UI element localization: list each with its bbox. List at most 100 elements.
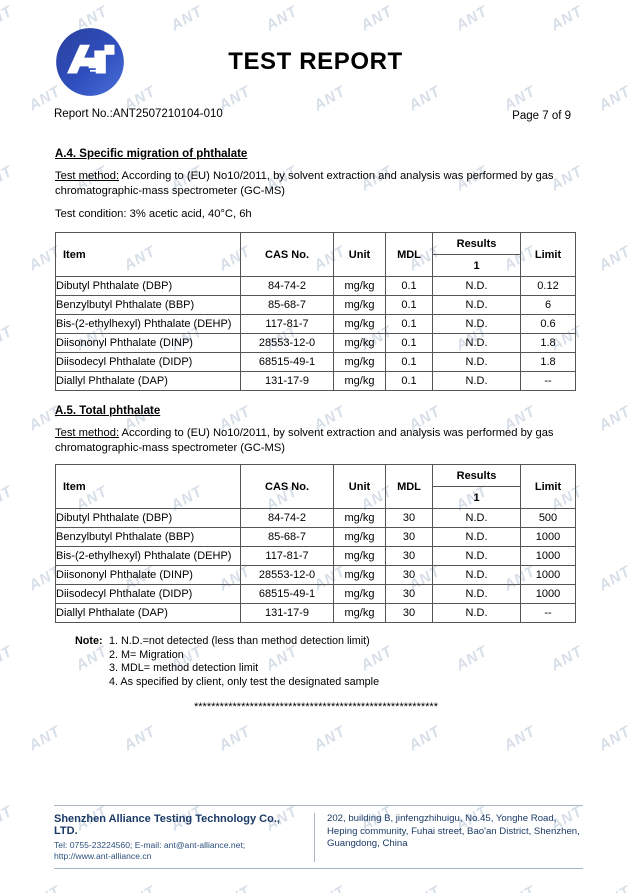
method-label: Test method:: [55, 427, 120, 439]
company-name: Shenzhen Alliance Testing Technology Co.…: [54, 813, 280, 837]
notes-block: Note: 1. N.D.=not detected (less than me…: [55, 635, 577, 689]
cell-item: Bis-(2-ethylhexyl) Phthalate (DEHP): [55, 314, 241, 334]
cell-mdl: 30: [385, 508, 433, 528]
method-text: According to (EU) No10/2011, by solvent …: [55, 170, 554, 197]
th-results: Results: [432, 232, 521, 255]
report-number: Report No.:ANT2507210104-010: [54, 108, 223, 120]
cell-unit: mg/kg: [333, 584, 386, 604]
watermark-text: ANT: [311, 722, 349, 755]
cell-unit: mg/kg: [333, 333, 386, 353]
cell-result: N.D.: [432, 333, 521, 353]
company-website[interactable]: http://www.ant-alliance.cn: [54, 851, 152, 861]
note-item: 2. M= Migration: [109, 648, 184, 661]
th-cas: CAS No.: [240, 464, 334, 509]
cell-limit: 0.6: [520, 314, 576, 334]
cell-item: Benzylbutyl Phthalate (BBP): [55, 527, 241, 547]
method-label: Test method:: [55, 170, 120, 182]
cell-item: Dibutyl Phthalate (DBP): [55, 276, 241, 296]
table-row: Dibutyl Phthalate (DBP) 84-74-2 mg/kg 0.1 N.…: [55, 276, 576, 296]
cell-item: Diisodecyl Phthalate (DIDP): [55, 584, 241, 604]
th-item: Item: [55, 232, 241, 277]
note-item: 4. As specified by client, only test the…: [109, 675, 380, 688]
section-a5: A.5. Total phthalate Test method: Accord…: [55, 405, 577, 623]
section-a4-title: A.4. Specific migration of phthalate: [55, 148, 248, 160]
report-body: A.4. Specific migration of phthalate Tes…: [0, 148, 631, 713]
watermark-text: ANT: [26, 722, 64, 755]
cell-mdl: 30: [385, 546, 433, 566]
watermark-text: ANT: [501, 883, 539, 893]
note-item: 3. MDL= method detection limit: [109, 662, 259, 675]
cell-limit: 1.8: [520, 333, 576, 353]
cell-cas: 68515-49-1: [240, 352, 334, 372]
cell-result: N.D.: [432, 295, 521, 315]
total-phthalate-table: Item CAS No. Unit MDL Results Limit 1 Di…: [55, 464, 576, 623]
watermark-text: ANT: [0, 802, 16, 835]
section-a5-method: Test method: According to (EU) No10/2011…: [55, 426, 577, 456]
th-results: Results: [432, 464, 521, 487]
cell-unit: mg/kg: [333, 371, 386, 391]
table-row: Benzylbutyl Phthalate (BBP) 85-68-7 mg/kg 0…: [55, 295, 576, 315]
th-item: Item: [55, 464, 241, 509]
cell-cas: 68515-49-1: [240, 584, 334, 604]
watermark-text: ANT: [311, 883, 349, 893]
cell-mdl: 30: [385, 603, 433, 623]
cell-limit: 1000: [520, 584, 576, 604]
th-unit: Unit: [333, 464, 386, 509]
ant-alliance-logo-icon: [54, 26, 126, 98]
cell-cas: 131-17-9: [240, 371, 334, 391]
cell-mdl: 0.1: [385, 314, 433, 334]
cell-limit: --: [520, 603, 576, 623]
table-row: Diisononyl Phthalate (DINP) 28553-12-0 mg/…: [55, 565, 576, 585]
th-unit: Unit: [333, 232, 386, 277]
cell-cas: 28553-12-0: [240, 565, 334, 585]
footer-top-rule: [54, 805, 583, 806]
cell-result: N.D.: [432, 565, 521, 585]
cell-limit: 1000: [520, 565, 576, 585]
cell-mdl: 0.1: [385, 276, 433, 296]
cell-mdl: 30: [385, 565, 433, 585]
cell-result: N.D.: [432, 352, 521, 372]
cell-mdl: 0.1: [385, 333, 433, 353]
watermark-text: ANT: [596, 722, 631, 755]
page-title: TEST REPORT: [228, 48, 403, 75]
table-row: Diisodecyl Phthalate (DIDP) 68515-49-1 mg/…: [55, 584, 576, 604]
th-limit: Limit: [520, 464, 576, 509]
cell-cas: 117-81-7: [240, 546, 334, 566]
notes-list: 1. N.D.=not detected (less than method d…: [109, 635, 379, 689]
watermark-text: ANT: [121, 883, 159, 893]
th-cas: CAS No.: [240, 232, 334, 277]
cell-limit: 1000: [520, 546, 576, 566]
section-a4: A.4. Specific migration of phthalate Tes…: [55, 148, 577, 391]
cell-cas: 84-74-2: [240, 508, 334, 528]
cell-unit: mg/kg: [333, 295, 386, 315]
table-body-a5: Dibutyl Phthalate (DBP) 84-74-2 mg/kg 30 N.D…: [55, 508, 576, 623]
cell-mdl: 0.1: [385, 295, 433, 315]
cell-result: N.D.: [432, 546, 521, 566]
cell-mdl: 30: [385, 584, 433, 604]
notes-label: Note:: [75, 635, 103, 647]
cell-result: N.D.: [432, 314, 521, 334]
note-item: 1. N.D.=not detected (less than method d…: [109, 635, 370, 647]
cell-result: N.D.: [432, 603, 521, 623]
cell-item: Diisononyl Phthalate (DINP): [55, 333, 241, 353]
th-limit: Limit: [520, 232, 576, 277]
cell-limit: 0.12: [520, 276, 576, 296]
cell-cas: 131-17-9: [240, 603, 334, 623]
footer-address-block: 202, building B, jinfengzhihuigu, No.45,…: [315, 813, 583, 862]
cell-result: N.D.: [432, 276, 521, 296]
cell-limit: 1000: [520, 527, 576, 547]
section-a4-method: Test method: According to (EU) No10/2011…: [55, 169, 577, 199]
cell-cas: 84-74-2: [240, 276, 334, 296]
table-row: Bis-(2-ethylhexyl) Phthalate (DEHP) 117-8…: [55, 546, 576, 566]
watermark-text: ANT: [596, 883, 631, 893]
report-footer: Shenzhen Alliance Testing Technology Co.…: [54, 805, 583, 869]
watermark-text: ANT: [121, 722, 159, 755]
table-row: Dibutyl Phthalate (DBP) 84-74-2 mg/kg 30 N.D…: [55, 508, 576, 528]
cell-limit: 1.8: [520, 352, 576, 372]
watermark-text: ANT: [26, 883, 64, 893]
cell-unit: mg/kg: [333, 565, 386, 585]
watermark-text: ANT: [406, 883, 444, 893]
th-mdl: MDL: [385, 232, 433, 277]
table-row: Diallyl Phthalate (DAP) 131-17-9 mg/kg 30 N.…: [55, 603, 576, 623]
